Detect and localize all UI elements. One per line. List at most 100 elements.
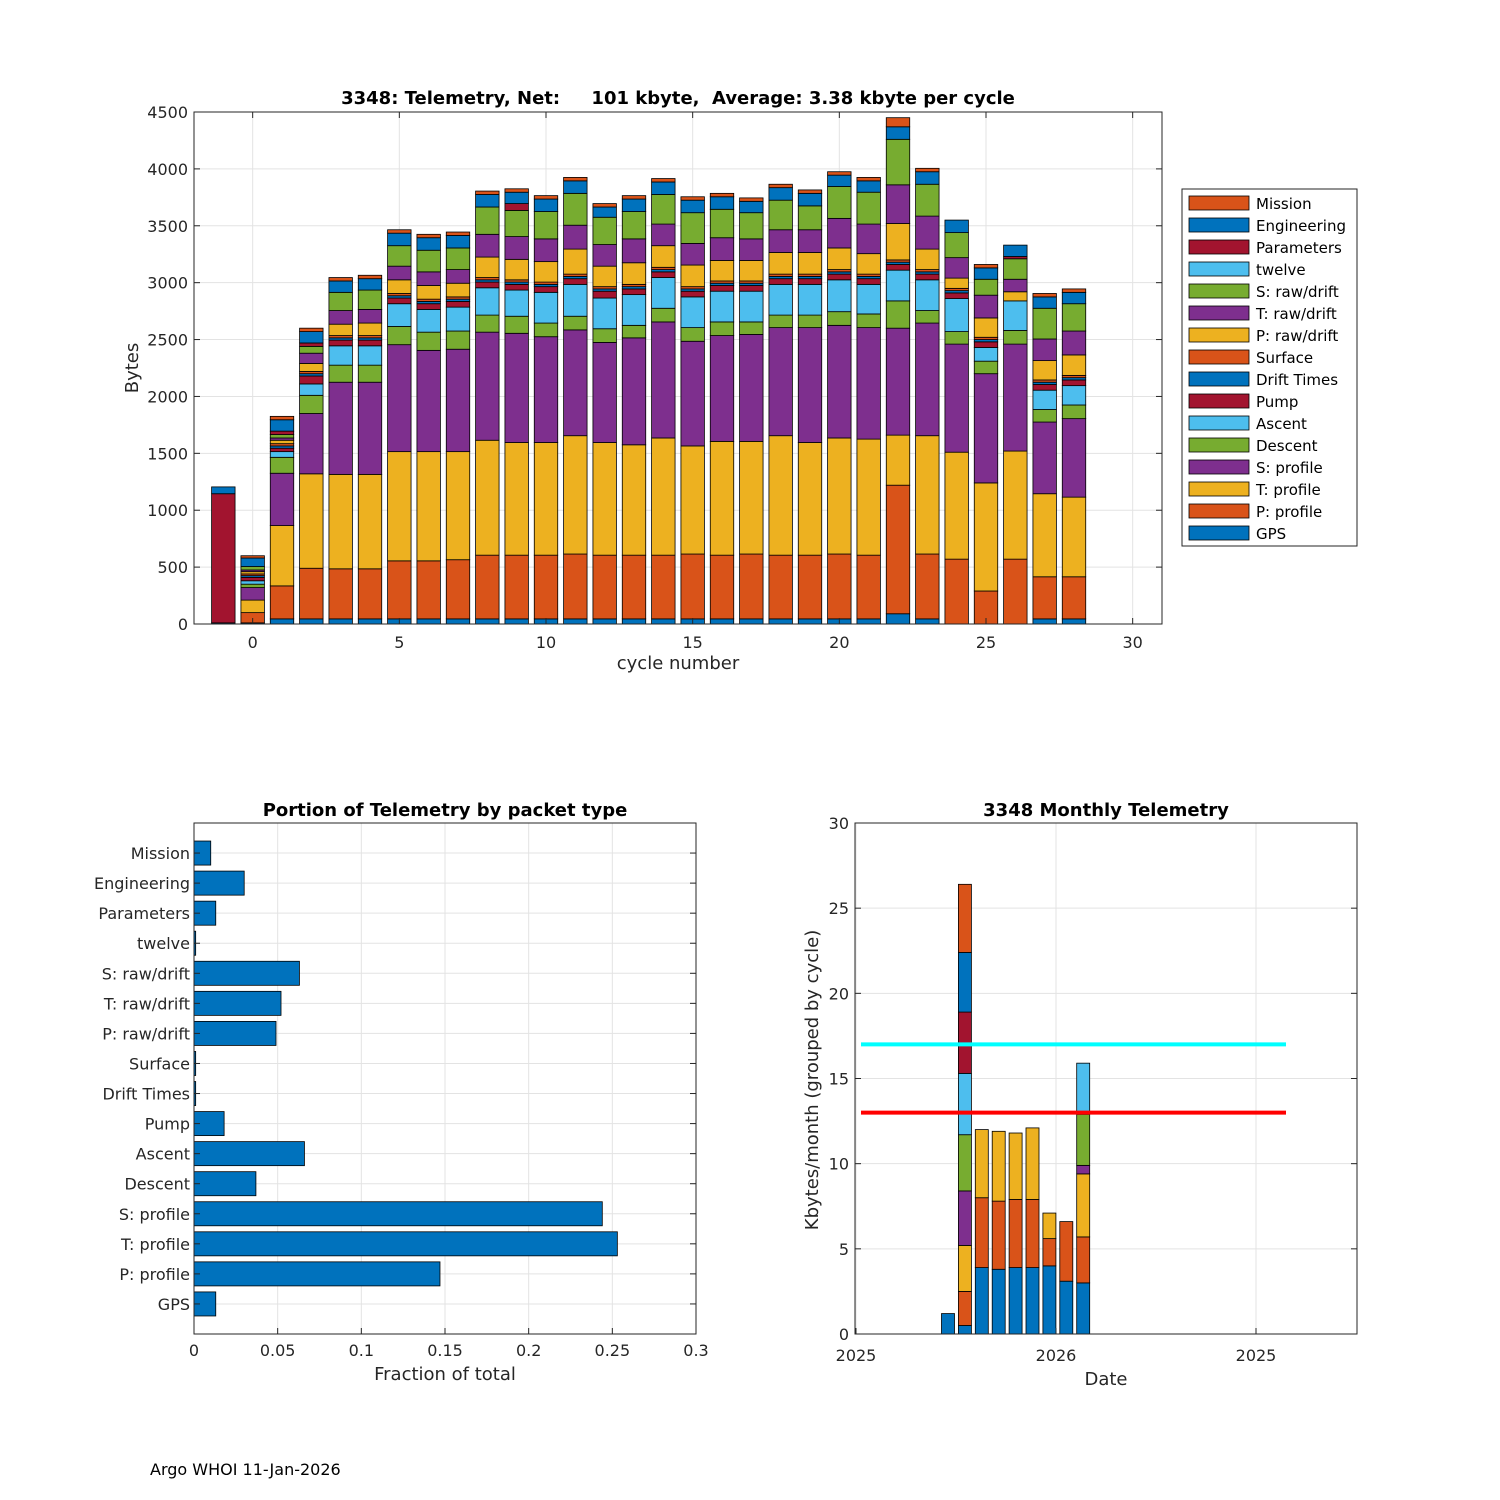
bar-segment	[387, 279, 412, 294]
bar-segment	[1032, 576, 1057, 620]
bar-segment	[768, 183, 793, 189]
bar-segment	[475, 439, 500, 556]
y-tick-label: S: profile	[119, 1205, 190, 1224]
bar-segment	[533, 286, 559, 293]
bar-segment	[621, 262, 647, 285]
x-tick-label: 0.05	[260, 1341, 296, 1360]
cycle-telemetry-chart: 0 5 10 15 20 25 30 0 500 1000 1500 2000 2500 3000 3500…	[122, 88, 1358, 674]
bar-segment	[1003, 258, 1028, 280]
y-tick-label: S: raw/drift	[102, 964, 190, 983]
bar-segment	[621, 618, 647, 625]
bar-segment	[973, 278, 999, 296]
bar-segment	[416, 249, 441, 273]
bar-segment	[797, 554, 823, 620]
y-tick-label: 4000	[147, 160, 188, 179]
bar-segment	[827, 437, 852, 555]
y-tick-label: 3500	[147, 217, 188, 236]
bar-segment	[915, 322, 940, 437]
bar-segment	[1003, 558, 1028, 625]
bar-segment	[475, 256, 500, 278]
y-tick-label: 0	[178, 615, 188, 634]
bar-segment	[1003, 343, 1028, 452]
bar-segment	[680, 327, 705, 342]
bar-segment	[915, 279, 940, 311]
bar-segment	[680, 264, 705, 288]
bar-segment	[991, 1268, 1006, 1335]
bar-segment	[475, 554, 500, 620]
legend-label: T: raw/drift	[1255, 305, 1337, 323]
bar-segment	[856, 177, 881, 182]
y-tick-label: Drift Times	[102, 1085, 190, 1104]
bar-segment	[357, 345, 383, 366]
bar-segment	[416, 331, 441, 351]
bar-segment	[885, 223, 911, 261]
bar-segment	[797, 189, 823, 194]
bar-segment	[944, 451, 969, 560]
legend-swatch	[1188, 459, 1250, 475]
bar-segment	[387, 229, 412, 234]
y-tick-label: T: profile	[120, 1235, 190, 1254]
bar-segment	[269, 472, 295, 526]
bar-segment	[651, 321, 676, 439]
bar-segment	[475, 233, 500, 258]
bar-segment	[621, 444, 647, 556]
bar-segment	[1025, 1267, 1040, 1335]
x-tick-label: 0	[248, 633, 258, 652]
bar-segment	[563, 329, 588, 437]
plot-area	[194, 112, 1162, 624]
bar-segment	[387, 451, 412, 562]
bar-segment	[240, 555, 265, 559]
bar-segment	[475, 194, 500, 208]
bar-segment	[357, 289, 383, 310]
bar-segment	[211, 493, 236, 624]
bar-segment	[563, 248, 588, 275]
bar-segment	[739, 238, 764, 261]
bar-segment	[1003, 291, 1028, 302]
bar-segment	[504, 618, 529, 625]
bar-segment	[944, 343, 969, 453]
stacked-bars	[211, 117, 1087, 625]
bar-segment	[387, 265, 412, 281]
x-tick-label: 30	[1122, 633, 1142, 652]
y-tick-label: GPS	[158, 1295, 190, 1314]
bar-segment	[709, 196, 735, 210]
bar-segment	[269, 447, 295, 453]
bar-segment	[885, 484, 911, 615]
bar-segment	[269, 618, 295, 625]
bar-segment	[445, 559, 471, 620]
y-tick-label: 500	[157, 558, 188, 577]
x-tick-label: 2025	[1236, 1346, 1277, 1365]
legend-swatch	[1188, 503, 1250, 519]
bar-segment	[563, 618, 588, 625]
bar-segment	[563, 435, 588, 555]
bar-segment	[592, 554, 617, 620]
bar-segment	[1061, 496, 1087, 578]
y-tick-label: twelve	[137, 934, 190, 953]
bar-segment	[504, 191, 529, 204]
bar-segment	[357, 309, 383, 324]
bar-segment	[563, 553, 588, 620]
bar-segment	[533, 336, 559, 443]
bar-segment	[915, 310, 940, 324]
bar-segment	[592, 290, 617, 299]
bar-segment	[768, 229, 793, 253]
bar-segment	[1042, 1265, 1057, 1335]
bar-segment	[651, 245, 676, 268]
bar-segment	[827, 311, 852, 326]
bar-segment	[621, 294, 647, 326]
y-tick-label: 25	[829, 899, 849, 918]
bar-segment	[680, 243, 705, 266]
bar-segment	[958, 1245, 972, 1292]
bar-segment	[533, 238, 559, 263]
bar-segment	[1003, 450, 1028, 560]
bar	[193, 990, 282, 1016]
bar-segment	[240, 576, 265, 582]
legend-swatch	[1188, 415, 1250, 431]
bar-segment	[533, 198, 559, 212]
y-tick-label: 3000	[147, 274, 188, 293]
bar-segment	[973, 373, 999, 484]
bar-segment	[1032, 360, 1057, 381]
bar-segment	[885, 117, 911, 128]
x-axis-label: cycle number	[617, 653, 740, 674]
bar-segment	[563, 283, 588, 317]
